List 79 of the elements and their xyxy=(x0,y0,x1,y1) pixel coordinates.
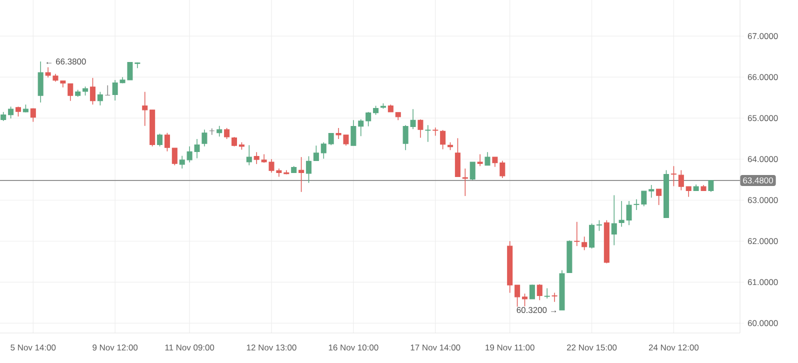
candlestick xyxy=(432,127,438,136)
x-tick-label: 11 Nov 09:00 xyxy=(165,344,214,351)
candlestick xyxy=(686,186,692,198)
candlestick xyxy=(574,221,580,246)
x-tick-label: 5 Nov 14:00 xyxy=(10,344,56,351)
candlestick xyxy=(350,120,356,146)
candlestick xyxy=(328,132,334,146)
candlestick xyxy=(484,152,490,166)
candlestick xyxy=(462,168,468,196)
candlestick xyxy=(529,284,535,300)
y-tick-label: 66.0000 xyxy=(748,74,778,80)
candlestick xyxy=(670,166,676,187)
candlestick xyxy=(8,106,14,119)
x-tick-label: 24 Nov 12:00 xyxy=(648,344,699,351)
x-tick-label: 16 Nov 10:00 xyxy=(328,344,378,351)
candlestick xyxy=(224,128,230,140)
candlestick xyxy=(254,152,260,164)
candlestick xyxy=(358,118,364,137)
candlestick xyxy=(470,162,476,180)
candlestick xyxy=(454,138,460,178)
candlestick xyxy=(582,236,588,251)
candlestick xyxy=(246,144,252,166)
candlestick xyxy=(366,112,372,127)
y-tick-label: 61.0000 xyxy=(748,279,778,286)
candlestick xyxy=(678,170,684,191)
candlestick xyxy=(320,142,326,160)
candlestick xyxy=(164,132,170,152)
candlestick xyxy=(611,194,617,246)
ref-line-label: 63.4800 xyxy=(743,177,773,184)
candlestick xyxy=(104,84,110,96)
candlestick xyxy=(142,91,148,126)
x-tick-label: 17 Nov 14:00 xyxy=(410,344,460,351)
candlestick xyxy=(202,129,208,147)
candlestick xyxy=(298,156,304,192)
candlestick xyxy=(97,91,103,106)
candlestick xyxy=(552,292,558,302)
y-tick-label: 67.0000 xyxy=(748,33,778,40)
x-tick-label: 19 Nov 11:00 xyxy=(486,344,534,351)
candlestick xyxy=(179,155,185,169)
candlestick xyxy=(209,128,215,136)
candlestick xyxy=(231,136,238,147)
candlestick xyxy=(440,130,446,150)
candlestick xyxy=(30,108,36,122)
candlestick xyxy=(544,288,550,299)
candlestick xyxy=(90,78,96,105)
candlestick xyxy=(589,223,595,249)
y-tick-label: 65.0000 xyxy=(748,115,778,122)
candlestick xyxy=(492,156,498,168)
candlestick xyxy=(522,293,528,307)
y-tick-label: 63.0000 xyxy=(748,197,778,204)
candlestick xyxy=(596,220,602,232)
candlestick xyxy=(82,86,88,96)
candlestick xyxy=(373,105,379,116)
candlestick xyxy=(68,83,74,102)
candlestick xyxy=(656,188,662,206)
candlestick xyxy=(708,180,714,192)
candlestick xyxy=(500,160,506,178)
y-tick-label: 62.0000 xyxy=(748,238,778,244)
candlestick xyxy=(172,148,178,166)
x-tick-label: 22 Nov 15:00 xyxy=(567,344,617,351)
annotation: 60.3200 → xyxy=(516,307,556,314)
candlestick xyxy=(38,61,44,103)
annotation: ← 66.3800 xyxy=(46,58,86,65)
candlestick xyxy=(514,284,520,308)
candlestick xyxy=(425,124,431,142)
candlestick xyxy=(306,156,312,184)
x-tick-label: 12 Nov 13:00 xyxy=(246,344,296,351)
candlestick xyxy=(15,106,22,117)
candlestick xyxy=(418,118,424,138)
candlestick xyxy=(648,184,654,198)
x-tick-label: 9 Nov 12:00 xyxy=(92,344,138,351)
candlestick xyxy=(157,133,163,147)
candlestick xyxy=(216,126,222,137)
candlestick xyxy=(536,284,542,301)
y-tick-label: 64.0000 xyxy=(748,156,778,162)
candlestick xyxy=(0,112,6,122)
y-tick-label: 60.0000 xyxy=(748,320,778,326)
candlestick xyxy=(313,145,319,162)
candlestick xyxy=(477,154,483,166)
